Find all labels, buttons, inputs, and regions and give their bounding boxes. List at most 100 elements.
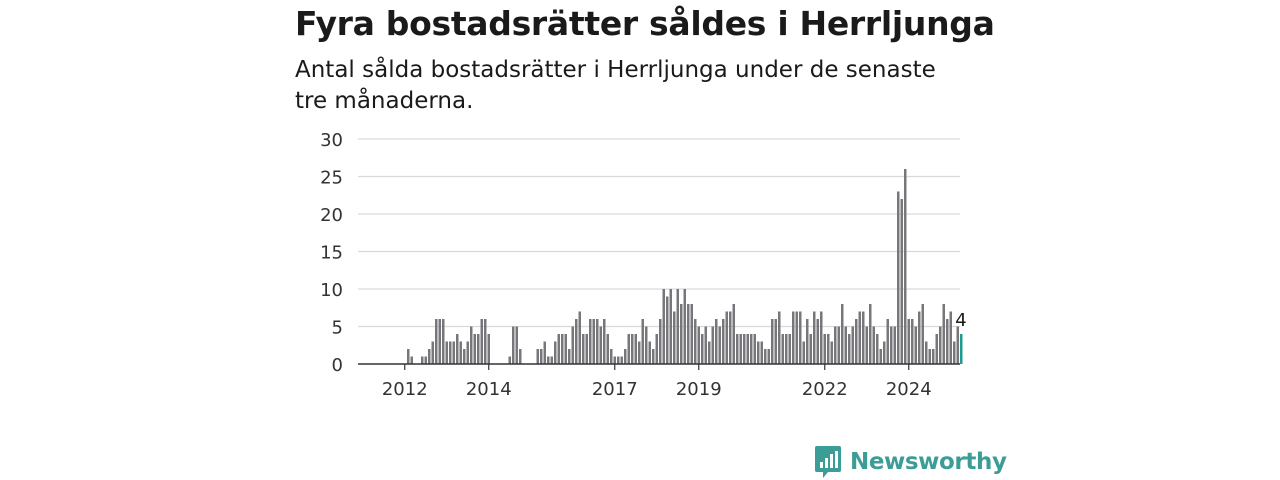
x-axis: 2012 2014 2017 2019 2022 2024 <box>358 363 960 400</box>
bar <box>680 304 683 364</box>
bar <box>893 326 896 364</box>
bar <box>918 311 921 364</box>
bar <box>722 319 725 364</box>
bar <box>844 326 847 364</box>
bar <box>802 341 805 364</box>
bar <box>582 334 585 364</box>
bar <box>463 349 466 364</box>
bar <box>942 304 945 364</box>
bar <box>708 341 711 364</box>
bar <box>620 356 623 364</box>
bar <box>480 319 483 364</box>
bar <box>428 349 431 364</box>
bar <box>673 311 676 364</box>
bar <box>638 341 641 364</box>
bar <box>442 319 445 364</box>
y-tick-label: 30 <box>320 130 343 151</box>
y-tick-label: 15 <box>320 243 343 264</box>
bar <box>907 319 910 364</box>
x-tick-label: 2022 <box>802 379 848 400</box>
bar <box>456 334 459 364</box>
bar <box>767 349 770 364</box>
bar <box>914 326 917 364</box>
bar <box>410 356 413 364</box>
brand-name: Newsworthy <box>850 449 1007 475</box>
bar <box>634 334 637 364</box>
y-tick-label: 0 <box>332 355 343 376</box>
x-tick-label: 2017 <box>592 379 638 400</box>
bar <box>571 326 574 364</box>
bar <box>886 319 889 364</box>
bar <box>781 334 784 364</box>
bar <box>473 334 476 364</box>
bar <box>827 334 830 364</box>
bar <box>890 326 893 364</box>
x-tick-label: 2019 <box>676 379 722 400</box>
bar <box>764 349 767 364</box>
bar <box>771 319 774 364</box>
bar <box>848 334 851 364</box>
bar <box>711 326 714 364</box>
bar <box>407 349 410 364</box>
y-tick-label: 25 <box>320 168 343 189</box>
bar <box>715 319 718 364</box>
bar <box>778 311 781 364</box>
bar <box>631 334 634 364</box>
bar <box>946 319 949 364</box>
bar <box>487 334 490 364</box>
x-tick-label: 2014 <box>466 379 512 400</box>
chart-subtitle: Antal sålda bostadsrätter i Herrljunga u… <box>295 57 936 114</box>
bar <box>655 334 658 364</box>
bar <box>757 341 760 364</box>
bar <box>806 319 809 364</box>
bar <box>858 311 861 364</box>
bar <box>435 319 438 364</box>
bar <box>694 319 697 364</box>
bar <box>949 311 952 364</box>
bar <box>666 296 669 364</box>
bar <box>589 319 592 364</box>
bar <box>662 289 665 364</box>
bar <box>557 334 560 364</box>
bar <box>869 304 872 364</box>
bar <box>564 334 567 364</box>
bar <box>606 334 609 364</box>
bar <box>939 326 942 364</box>
bar <box>953 341 956 364</box>
bar <box>652 349 655 364</box>
bar <box>543 341 546 364</box>
bar <box>862 311 865 364</box>
bar <box>519 349 522 364</box>
bar <box>508 356 511 364</box>
bar <box>617 356 620 364</box>
bar <box>837 326 840 364</box>
bar <box>799 311 802 364</box>
bar <box>851 326 854 364</box>
bar <box>659 319 662 364</box>
bar <box>687 304 690 364</box>
bar <box>697 326 700 364</box>
x-tick-label: 2012 <box>382 379 428 400</box>
bar <box>599 326 602 364</box>
bar <box>575 319 578 364</box>
bar <box>855 319 858 364</box>
bar <box>596 319 599 364</box>
bar <box>445 341 448 364</box>
bar <box>834 326 837 364</box>
bar <box>641 319 644 364</box>
bar <box>561 334 564 364</box>
bar <box>883 341 886 364</box>
bar <box>704 326 707 364</box>
bar <box>813 311 816 364</box>
bar <box>911 319 914 364</box>
bar <box>438 319 441 364</box>
bar <box>676 289 679 364</box>
bar <box>515 326 518 364</box>
bar <box>603 319 606 364</box>
bar <box>536 349 539 364</box>
bar <box>809 334 812 364</box>
y-axis: 0 5 10 15 20 25 30 <box>320 130 343 376</box>
bar <box>421 356 424 364</box>
bar <box>701 334 704 364</box>
